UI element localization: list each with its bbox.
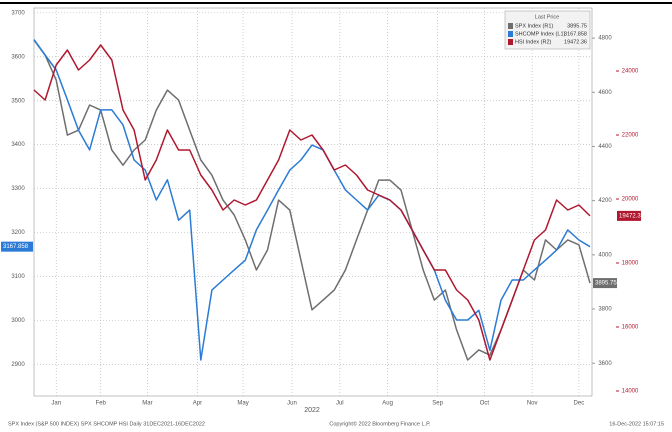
y-tick-label: 3200 (11, 230, 25, 236)
y3-tick-label: 20000 (622, 197, 639, 203)
footer-left: SPX Index (S&P 500 INDEX) SPX SHCOMP HSI… (8, 421, 205, 427)
x-tick-label: Jan (51, 401, 61, 407)
last-price-label: 19472.36 (619, 213, 645, 219)
y3-tick-label: 18000 (622, 261, 639, 267)
y3-tick-label: 14000 (622, 389, 639, 395)
x-tick-label: Oct (480, 401, 490, 407)
last-price-label: 3895.75 (595, 281, 617, 287)
legend-box (504, 10, 591, 50)
series-line (33, 39, 591, 361)
legend-label: SHCOMP Index (L1) (515, 31, 566, 37)
x-tick-label: Jun (287, 401, 297, 407)
x-tick-label: May (237, 401, 248, 407)
y3-tick-label: 24000 (622, 69, 639, 75)
y2-tick-label: 4000 (598, 252, 612, 258)
legend-title: Last Price (535, 14, 559, 20)
y-tick-label: 3000 (11, 318, 25, 324)
y-tick-label: 2900 (11, 362, 25, 368)
y2-tick-label: 4800 (598, 36, 612, 42)
y-tick-label: 3300 (11, 186, 25, 192)
legend-value: 19472.36 (564, 39, 587, 45)
footer-right: 16-Dec-2022 15:07:15 (609, 421, 664, 427)
x-tick-label: Feb (96, 401, 107, 407)
legend-swatch (508, 23, 513, 29)
legend-swatch (508, 31, 513, 37)
y3-tick-label: 22000 (622, 133, 639, 139)
y2-tick-label: 3600 (598, 361, 612, 367)
y-tick-label: 3400 (11, 142, 25, 148)
last-price-tag (593, 278, 617, 289)
x-tick-label: Jul (336, 401, 344, 407)
y-tick-label: 3500 (11, 98, 25, 104)
y2-tick-label: 4600 (598, 90, 612, 96)
legend-value: 3895.75 (567, 23, 587, 29)
y-tick-label: 3600 (11, 54, 25, 60)
y3-tick-label: 16000 (622, 325, 639, 331)
plot-frame (33, 7, 593, 397)
x-axis-label: 2022 (304, 407, 320, 414)
last-price-tag (1, 241, 33, 252)
x-tick-label: Dec (574, 401, 585, 407)
x-tick-label: Sep (432, 401, 443, 407)
y2-tick-label: 4200 (598, 198, 612, 204)
x-tick-label: Nov (527, 401, 538, 407)
legend-label: HSI Index (R2) (515, 39, 552, 45)
legend-label: SPX Index (R1) (515, 23, 553, 29)
x-tick-label: Apr (193, 401, 202, 407)
y2-tick-label: 4400 (598, 144, 612, 150)
y-tick-label: 3100 (11, 274, 25, 280)
x-tick-label: Aug (382, 401, 393, 407)
y-tick-label: 3700 (11, 10, 25, 16)
y2-tick-label: 3800 (598, 307, 612, 313)
x-tick-label: Mar (142, 401, 152, 407)
last-price-tag (617, 210, 641, 221)
legend-swatch (508, 39, 513, 45)
series-line (33, 44, 591, 361)
footer-center: Copyright© 2022 Bloomberg Finance L.P. (329, 420, 431, 427)
legend-value: 3167.858 (564, 31, 587, 37)
last-price-label: 3167.858 (3, 244, 29, 250)
